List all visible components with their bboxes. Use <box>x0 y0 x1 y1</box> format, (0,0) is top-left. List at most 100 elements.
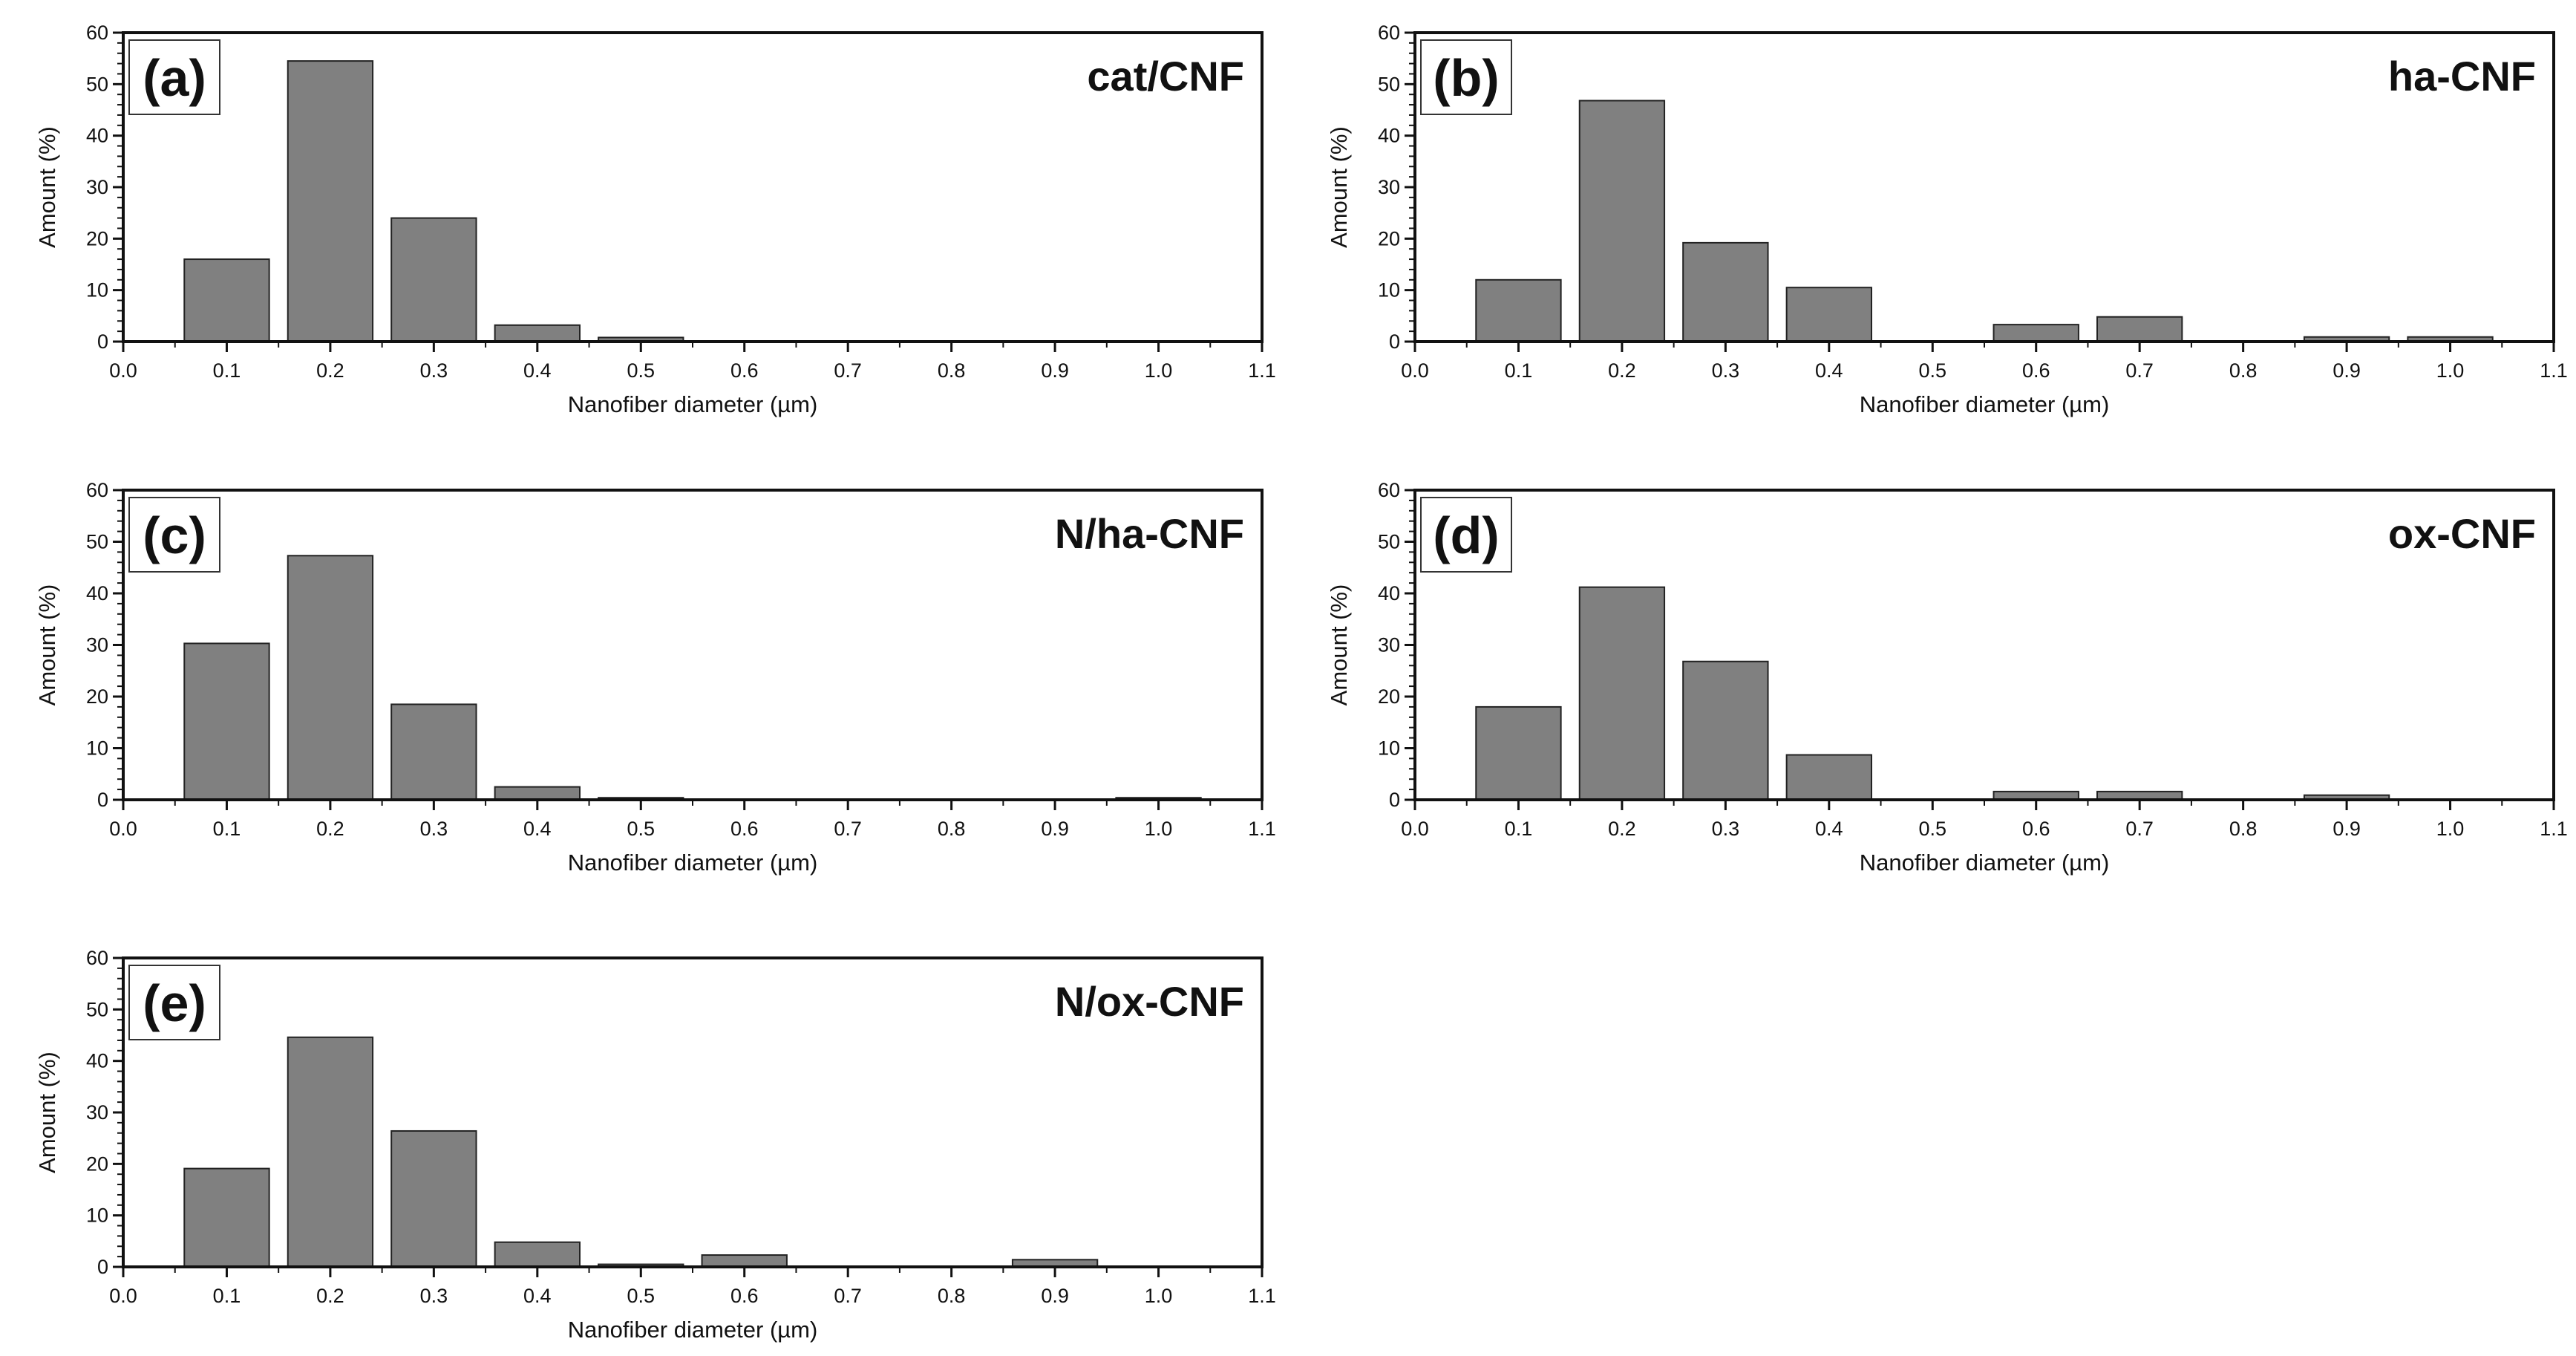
x-tick-label: 0.2 <box>316 1285 344 1307</box>
x-tick-label: 1.1 <box>1248 359 1276 382</box>
y-tick-label: 60 <box>86 947 108 969</box>
y-tick-label: 10 <box>1378 279 1400 301</box>
x-axis-title: Nanofiber diameter (µm) <box>568 1317 818 1343</box>
bar-0.1 <box>183 642 270 801</box>
chart-panel-4: 0.0 0.1 0.2 0.3 0.4 0.5 0.6 0.7 0.8 0.9 1.0 1.1 0 10 2… <box>1326 479 2568 876</box>
bar-0.2 <box>287 60 374 342</box>
x-tick-label: 0.4 <box>1815 818 1843 840</box>
x-tick-label: 0.3 <box>420 1285 448 1307</box>
x-tick-label: 0.4 <box>523 818 552 840</box>
bar-0.3 <box>1682 660 1769 801</box>
bar-0.1 <box>183 1167 270 1268</box>
y-tick-label: 60 <box>86 479 108 501</box>
panel-id: (d) <box>1433 506 1499 564</box>
y-tick-label: 60 <box>1378 479 1400 501</box>
x-axis-title: Nanofiber diameter (µm) <box>568 850 818 876</box>
bar-0.4 <box>494 324 581 342</box>
bar-0.4 <box>1785 287 1872 343</box>
x-tick-label: 0.0 <box>1401 359 1429 382</box>
x-tick-label: 1.0 <box>1145 1285 1173 1307</box>
panel-id-box <box>128 497 220 573</box>
y-tick-label: 30 <box>1378 634 1400 656</box>
x-tick-label: 0.6 <box>2022 818 2050 840</box>
bar-0.4 <box>1785 754 1872 801</box>
bar-0.3 <box>390 703 477 801</box>
panel-id-box <box>1420 39 1512 115</box>
x-tick-label: 0.6 <box>730 1285 759 1307</box>
x-tick-label: 0.7 <box>834 818 862 840</box>
x-tick-label: 0.6 <box>2022 359 2050 382</box>
y-tick-label: 30 <box>86 1101 108 1124</box>
y-tick-label: 20 <box>86 1153 108 1175</box>
bar-0.2 <box>1578 100 1666 343</box>
y-axis-title: Amount (%) <box>34 126 60 248</box>
x-tick-label: 1.1 <box>2540 359 2568 382</box>
y-tick-label: 40 <box>1378 582 1400 604</box>
y-tick-label: 60 <box>1378 22 1400 44</box>
x-tick-label: 1.1 <box>1248 1285 1276 1307</box>
x-axis-title: Nanofiber diameter (µm) <box>1860 850 2110 876</box>
x-tick-label: 0.6 <box>730 359 759 382</box>
y-tick-label: 30 <box>86 176 108 198</box>
x-tick-label: 1.0 <box>1145 818 1173 840</box>
x-tick-label: 0.5 <box>1918 818 1946 840</box>
x-tick-label: 0.8 <box>938 359 966 382</box>
x-tick-label: 0.2 <box>1608 359 1636 382</box>
x-tick-label: 0.3 <box>1712 359 1740 382</box>
x-axis-title: Nanofiber diameter (µm) <box>1860 391 2110 417</box>
chart-panel-5: 0.0 0.1 0.2 0.3 0.4 0.5 0.6 0.7 0.8 0.9 1.0 1.1 0 10 2… <box>34 947 1276 1343</box>
bar-0.1 <box>1475 278 1562 342</box>
x-tick-label: 0.0 <box>109 359 137 382</box>
y-axis-title: Amount (%) <box>34 584 60 706</box>
chart-panel-1: 0.0 0.1 0.2 0.3 0.4 0.5 0.6 0.7 0.8 0.9 1.0 1.1 0 10 2… <box>34 22 1276 417</box>
y-tick-label: 20 <box>86 227 108 250</box>
x-tick-label: 0.9 <box>2333 818 2361 840</box>
bar-0.4 <box>494 1241 581 1268</box>
bar-0.2 <box>287 1036 374 1268</box>
chart-title: N/ha-CNF <box>1055 510 1244 557</box>
x-tick-label: 0.9 <box>1041 1285 1069 1307</box>
x-tick-label: 1.0 <box>1145 359 1173 382</box>
x-tick-label: 0.8 <box>2229 359 2258 382</box>
y-tick-label: 40 <box>86 125 108 147</box>
bar-0.3 <box>390 1130 477 1268</box>
y-tick-label: 50 <box>1378 73 1400 95</box>
x-tick-label: 0.2 <box>316 818 344 840</box>
x-tick-label: 0.4 <box>523 359 552 382</box>
y-tick-label: 20 <box>1378 227 1400 250</box>
x-tick-label: 0.3 <box>1712 818 1740 840</box>
x-tick-label: 0.3 <box>420 359 448 382</box>
panel-id-box <box>128 39 220 115</box>
x-tick-label: 0.1 <box>1505 818 1533 840</box>
y-axis-title: Amount (%) <box>1326 126 1352 248</box>
y-tick-label: 40 <box>1378 125 1400 147</box>
panel-id: (b) <box>1433 49 1499 107</box>
bar-0.6 <box>701 1254 788 1268</box>
x-tick-label: 0.7 <box>834 359 862 382</box>
bar-0.2 <box>1578 586 1666 801</box>
panel-id: (a) <box>143 49 206 107</box>
y-tick-label: 50 <box>86 998 108 1020</box>
x-tick-label: 0.8 <box>938 818 966 840</box>
y-tick-label: 0 <box>97 1256 108 1278</box>
x-tick-label: 0.7 <box>834 1285 862 1307</box>
x-tick-label: 0.9 <box>2333 359 2361 382</box>
x-tick-label: 0.5 <box>627 1285 655 1307</box>
bar-0.7 <box>2096 316 2183 342</box>
y-axis-title: Amount (%) <box>34 1052 60 1173</box>
x-tick-label: 1.0 <box>2436 818 2465 840</box>
y-tick-label: 10 <box>86 737 108 760</box>
chart-title: cat/CNF <box>1087 53 1244 100</box>
x-tick-label: 0.1 <box>213 818 241 840</box>
y-tick-label: 50 <box>1378 531 1400 553</box>
panel-id: (e) <box>143 974 206 1032</box>
y-tick-label: 20 <box>86 685 108 708</box>
y-tick-label: 50 <box>86 73 108 95</box>
bar-0.6 <box>1993 324 2079 342</box>
x-tick-label: 0.9 <box>1041 818 1069 840</box>
x-tick-label: 0.5 <box>627 359 655 382</box>
panel-id-box <box>128 965 220 1040</box>
y-tick-label: 0 <box>1389 330 1400 353</box>
x-tick-label: 1.0 <box>2436 359 2465 382</box>
x-tick-label: 0.6 <box>730 818 759 840</box>
